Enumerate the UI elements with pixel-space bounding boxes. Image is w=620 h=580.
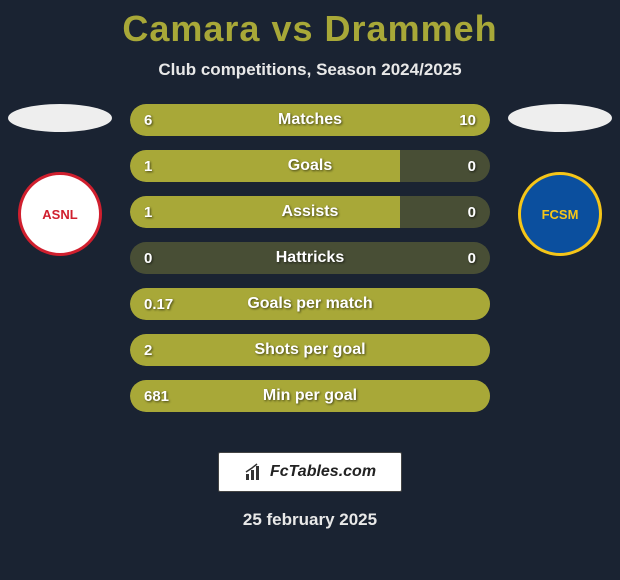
comparison-title: Camara vs Drammeh: [0, 0, 620, 50]
left-team-badge: ASNL: [8, 104, 112, 256]
stat-bar-left: [130, 334, 490, 366]
stat-bar-left: [130, 104, 265, 136]
footer-date: 25 february 2025: [0, 510, 620, 530]
chart-icon: [244, 462, 264, 482]
stat-bar-left: [130, 150, 400, 182]
stat-value-left: 0: [144, 242, 152, 274]
logo-text: FcTables.com: [270, 463, 376, 481]
stat-row: 10Goals: [130, 150, 490, 182]
vs-label: vs: [271, 8, 313, 49]
stat-row: 681Min per goal: [130, 380, 490, 412]
stat-row: 0.17Goals per match: [130, 288, 490, 320]
stat-bar-left: [130, 196, 400, 228]
stat-row: 0 0Hattricks: [130, 242, 490, 274]
stat-value-right: 0: [468, 150, 476, 182]
right-team-crest: FCSM: [518, 172, 602, 256]
stat-bar-left: [130, 380, 490, 412]
stat-value-right: 0: [468, 196, 476, 228]
player2-name: Drammeh: [325, 8, 498, 49]
fctables-logo: FcTables.com: [218, 452, 402, 492]
stat-row: 2Shots per goal: [130, 334, 490, 366]
stat-value-right: 0: [468, 242, 476, 274]
stat-bar-left: [130, 288, 490, 320]
player1-name: Camara: [122, 8, 260, 49]
right-player-silhouette: [508, 104, 612, 132]
stat-bars: 610Matches10Goals10Assists00Hattricks0.1…: [130, 104, 490, 412]
competition-subtitle: Club competitions, Season 2024/2025: [0, 60, 620, 80]
left-player-silhouette: [8, 104, 112, 132]
left-team-crest: ASNL: [18, 172, 102, 256]
right-team-badge: FCSM: [508, 104, 612, 256]
stat-label: Hattricks: [130, 242, 490, 274]
comparison-chart: ASNL FCSM 610Matches10Goals10Assists00Ha…: [0, 104, 620, 434]
stat-bar-right: [265, 104, 490, 136]
stat-row: 610Matches: [130, 104, 490, 136]
stat-row: 10Assists: [130, 196, 490, 228]
